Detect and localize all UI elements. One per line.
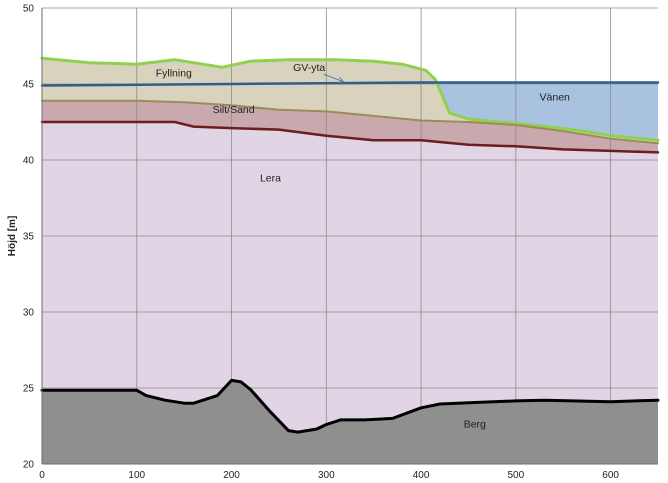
annotation-label-1: GV-yta bbox=[293, 62, 325, 74]
annotation-label-5: Berg bbox=[464, 419, 486, 431]
y-tick-label-3: 35 bbox=[23, 232, 35, 243]
y-axis-label: Höjd [m] bbox=[7, 216, 18, 257]
y-tick-label-4: 40 bbox=[23, 156, 35, 167]
x-tick-label-0: 0 bbox=[39, 470, 45, 481]
x-tick-label-4: 400 bbox=[413, 470, 430, 481]
x-tick-label-3: 300 bbox=[318, 470, 335, 481]
layer-fill-1 bbox=[42, 82, 658, 141]
annotation-label-3: Silt/Sand bbox=[213, 104, 255, 116]
x-tick-label-5: 500 bbox=[508, 470, 525, 481]
axes bbox=[41, 8, 658, 465]
y-tick-label-2: 30 bbox=[23, 308, 35, 319]
layer-fill-4 bbox=[42, 380, 658, 464]
series-line-3 bbox=[40, 120, 660, 154]
annotation-label-0: Fyllning bbox=[156, 67, 192, 79]
layer-fill-2 bbox=[42, 100, 658, 153]
layer-fill-3 bbox=[42, 122, 658, 433]
series-line-4 bbox=[40, 378, 660, 434]
y-tick-label-5: 45 bbox=[23, 80, 35, 91]
y-tick-label-1: 25 bbox=[23, 384, 35, 395]
annotations: Fyllning GV-yta Vänen Silt/Sand Lera Berg bbox=[156, 62, 570, 430]
x-tick-label-2: 200 bbox=[223, 470, 240, 481]
series-line-1 bbox=[40, 81, 660, 87]
annotation-label-2: Vänen bbox=[540, 92, 571, 104]
layer-fill-0 bbox=[42, 58, 658, 144]
gv-arrow-line bbox=[323, 73, 344, 83]
x-tick-label-1: 100 bbox=[128, 470, 145, 481]
tick-labels: 0 100 200 300 400 500 600 20 25 30 35 40 45 50 bbox=[23, 4, 620, 482]
series-lines bbox=[40, 56, 660, 434]
gv-arrow-head bbox=[337, 76, 345, 84]
series-line-0 bbox=[40, 56, 660, 142]
annotation-label-4: Lera bbox=[260, 172, 281, 184]
y-tick-label-6: 50 bbox=[23, 4, 35, 15]
layer-fills bbox=[42, 58, 658, 464]
series-line-2 bbox=[41, 99, 659, 145]
x-tick-label-6: 600 bbox=[602, 470, 619, 481]
y-tick-label-0: 20 bbox=[23, 460, 35, 471]
